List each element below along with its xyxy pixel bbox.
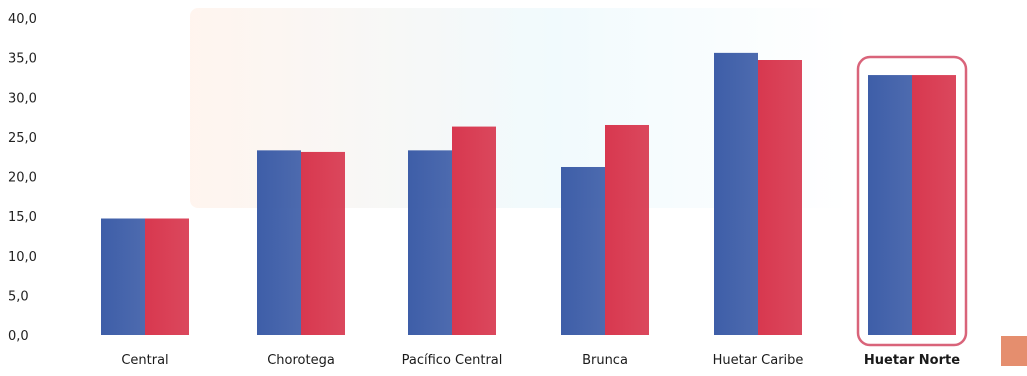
bar-series1	[868, 75, 912, 335]
y-tick-label: 20,0	[8, 171, 37, 186]
x-tick-label: Central	[121, 353, 168, 368]
x-tick-label: Brunca	[582, 353, 628, 368]
bar-series2	[452, 126, 496, 335]
highlight-box	[856, 55, 968, 347]
bar-series2	[758, 60, 802, 335]
bar-series1	[101, 218, 145, 335]
x-tick-label: Huetar Caribe	[713, 353, 804, 368]
y-tick-label: 15,0	[8, 210, 37, 225]
y-tick-label: 40,0	[8, 12, 37, 27]
x-tick-label: Chorotega	[267, 353, 335, 368]
bar-series2	[605, 124, 649, 335]
x-tick-label: Huetar Norte	[864, 353, 960, 368]
y-tick-label: 0,0	[8, 329, 29, 344]
bar-series2	[145, 218, 189, 335]
bar-series2	[301, 151, 345, 335]
corner-decoration	[1001, 336, 1027, 366]
bar-series1	[561, 166, 605, 335]
bar-series2	[912, 75, 956, 335]
x-tick-label: Pacífico Central	[402, 353, 503, 368]
y-tick-label: 30,0	[8, 91, 37, 106]
y-tick-label: 35,0	[8, 52, 37, 67]
y-tick-label: 10,0	[8, 250, 37, 265]
y-tick-label: 25,0	[8, 131, 37, 146]
bar-series1	[408, 150, 452, 335]
bar-series1	[714, 52, 758, 336]
y-tick-label: 5,0	[8, 289, 29, 304]
bar-series1	[257, 150, 301, 335]
